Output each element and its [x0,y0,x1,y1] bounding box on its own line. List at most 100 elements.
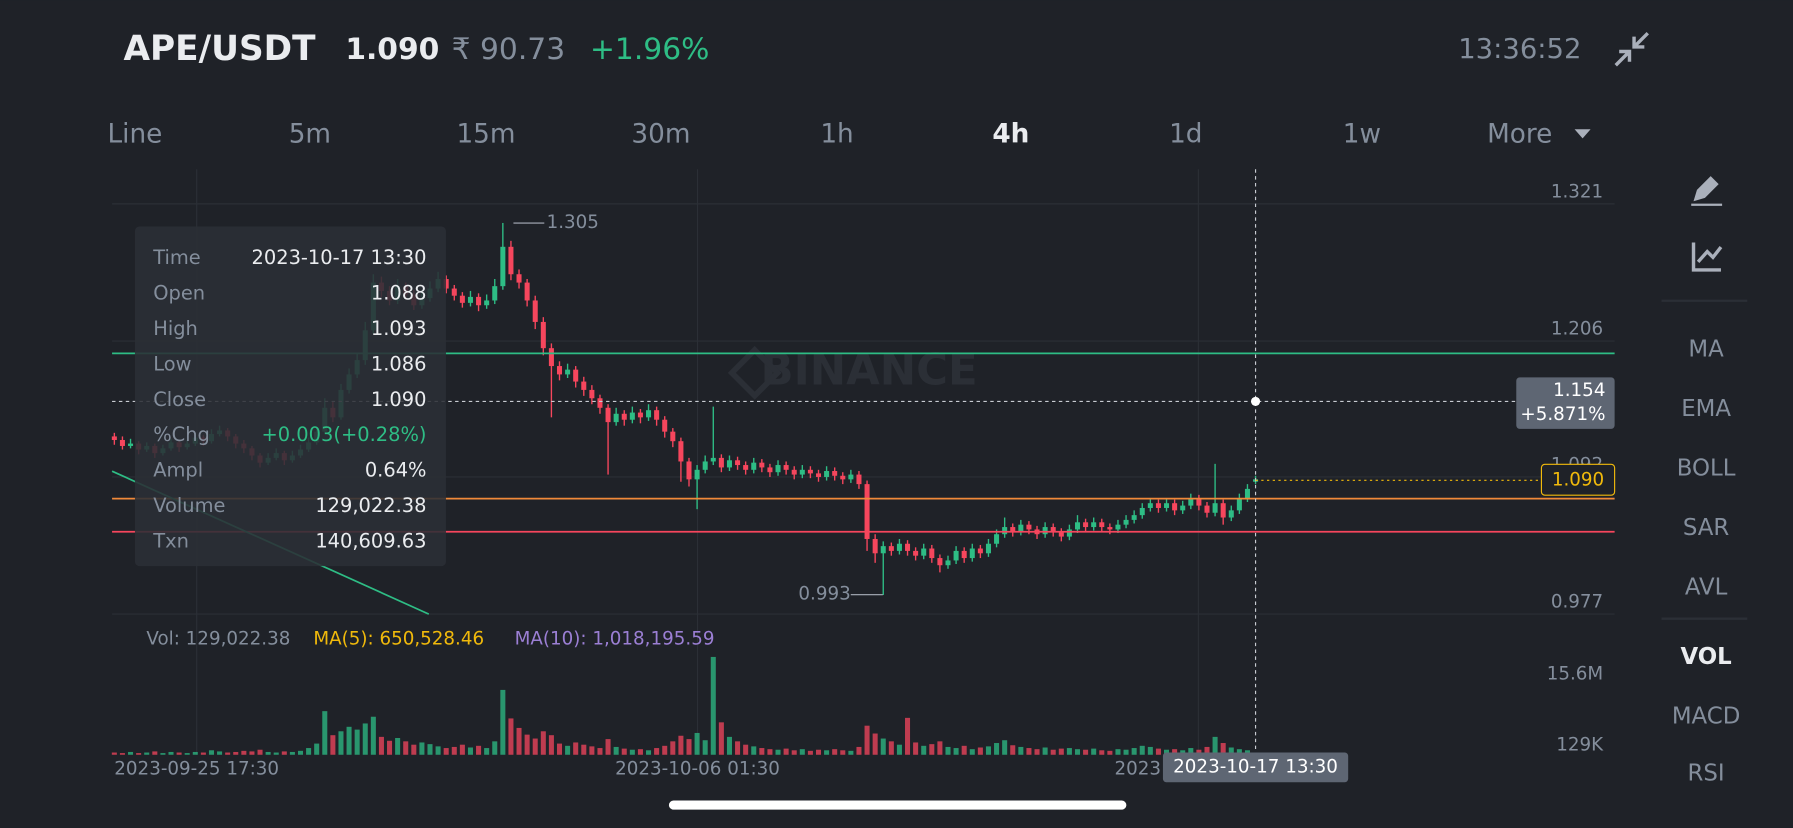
last-price-box [1540,463,1616,496]
candle-body [605,407,611,423]
timeframe-tab[interactable]: Line [108,119,163,149]
volume-bar [411,744,417,755]
volume-bar [840,750,846,755]
volume-bar [540,731,546,755]
volume-bar [184,753,190,755]
volume-bar [217,751,223,755]
volume-bar [913,742,919,755]
draw-icon[interactable] [1691,176,1723,206]
volume-bar [281,751,287,755]
tooltip-value: 1.088 [371,281,427,304]
indicator-button[interactable]: VOL [1680,644,1731,670]
volume-bar [637,749,643,755]
x-tick-label: 2023-09-25 17:30 [114,759,279,780]
candle-body [864,484,870,539]
indicator-icon[interactable] [1691,242,1723,272]
candle-body [751,462,757,470]
volume-bar [459,744,465,755]
timeframe-tab[interactable]: 15m [456,119,515,149]
candle-body [824,471,830,477]
volume-bar [516,727,522,755]
volume-bar [111,752,117,755]
candle-body [961,550,967,559]
volume-bar [427,744,433,755]
candle-body [840,475,846,480]
volume-bar [848,750,854,755]
volume-bar [128,751,134,755]
volume-bar [751,746,757,755]
change: +1.96% [590,32,709,67]
indicator-button[interactable]: RSI [1688,761,1725,787]
volume-bar [815,749,822,755]
volume-bar [1147,746,1153,755]
volume-bar [1172,749,1178,755]
icon-shape [1691,242,1723,272]
y-tick-label: 1.206 [1551,319,1603,340]
timeframe-tab[interactable]: 1w [1343,119,1381,149]
candle-body [670,431,676,442]
tooltip-label: Time [152,246,201,269]
timeframe-tab[interactable]: More [1487,119,1552,149]
volume-bar [136,753,142,755]
candle-body [832,471,838,476]
volume-bar [581,744,587,755]
indicator-button[interactable]: SAR [1683,515,1730,541]
more-caret[interactable] [1574,129,1591,139]
volume-bar [265,751,271,755]
candle-body [872,538,878,554]
volume-tick-label: 15.6M [1547,663,1603,684]
indicator-button[interactable]: EMA [1681,396,1731,422]
indicator-button[interactable]: MACD [1672,704,1741,730]
volume-bar [1164,749,1170,755]
candle-body [476,296,482,306]
indicator-button[interactable]: MA [1688,336,1724,362]
volume-bar [152,751,158,755]
volume-bar [1066,748,1072,755]
timeframe-tab[interactable]: 30m [631,119,690,149]
volume-bar [1196,749,1202,755]
volume-bar [646,750,652,755]
candle-body [848,474,854,480]
candle-body [767,467,773,473]
timeframe-tab[interactable]: 4h [992,119,1029,149]
volume-bar [419,742,425,755]
volume-bar [654,748,660,755]
volume-bar [985,746,991,755]
candle-body [111,436,117,440]
volume-bar [532,738,538,755]
volume-bar [1212,736,1218,755]
volume-bar [880,738,886,755]
candle-body [1188,498,1194,506]
volume-bar [200,752,206,755]
tooltip-value: 129,022.38 [315,494,426,517]
candle-body [678,441,684,462]
collapse-icon[interactable] [1614,32,1649,67]
timeframe-tab[interactable]: 5m [289,119,331,149]
volume-bar [929,744,935,755]
low-label: 0.993 [798,584,850,605]
candle-body [524,282,530,301]
volume-bar [338,731,344,755]
candle-body [994,534,1000,544]
volume-bar [508,718,514,755]
candle-body [1180,505,1186,511]
candle-body [532,300,538,322]
y-tick-label: 0.977 [1551,592,1603,613]
volume-bar [1026,748,1032,755]
volume-bar [548,735,554,755]
volume-bar [435,746,441,755]
volume-legend: MA(5): 650,528.46 [313,628,484,649]
candle-body [128,443,134,446]
candle-body [807,469,813,474]
volume-bar [208,750,214,755]
indicator-button[interactable]: AVL [1685,574,1728,600]
tooltip-value: 140,609.63 [315,530,426,553]
volume-bar [702,740,708,755]
volume-bar [799,749,805,755]
timeframe-tab[interactable]: 1h [820,119,853,149]
volume-bar [1188,748,1194,755]
candle-body [500,246,506,287]
volume-bar [670,741,676,755]
indicator-button[interactable]: BOLL [1677,455,1736,481]
timeframe-tab[interactable]: 1d [1169,119,1202,149]
